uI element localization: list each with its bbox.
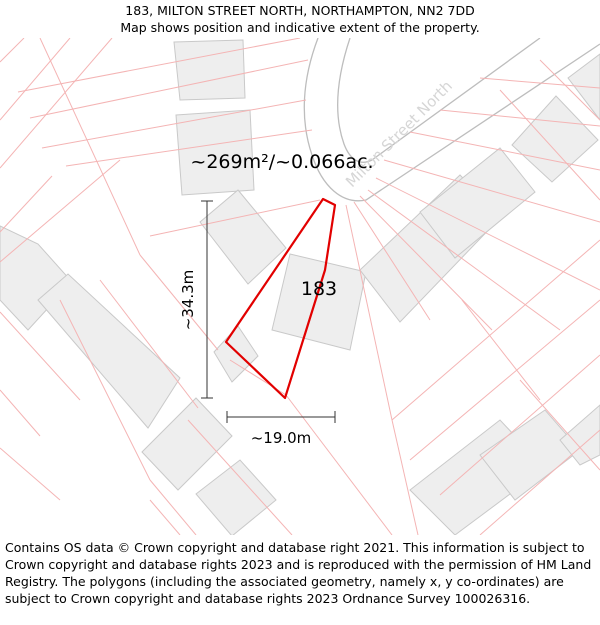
map-header: 183, MILTON STREET NORTH, NORTHAMPTON, N…	[0, 0, 600, 40]
map-subtitle: Map shows position and indicative extent…	[120, 20, 480, 35]
width-label: ~19.0m	[251, 429, 312, 447]
map-canvas[interactable]: Milton Street North ~269m²/~0.066ac. 183…	[0, 38, 600, 535]
property-boundary[interactable]	[224, 197, 337, 400]
parcel-lines	[0, 38, 600, 535]
height-measure	[201, 200, 213, 399]
copyright-notice: Contains OS data © Crown copyright and d…	[5, 540, 592, 606]
area-label: ~269m²/~0.066ac.	[190, 151, 373, 173]
width-measure	[226, 411, 336, 423]
buildings	[0, 39, 600, 535]
property-address: 183, MILTON STREET NORTH, NORTHAMPTON, N…	[125, 3, 475, 18]
height-label: ~34.3m	[179, 270, 197, 331]
house-number: 183	[301, 278, 337, 300]
road	[303, 38, 600, 202]
map-svg: Milton Street North ~269m²/~0.066ac. 183…	[0, 38, 600, 535]
